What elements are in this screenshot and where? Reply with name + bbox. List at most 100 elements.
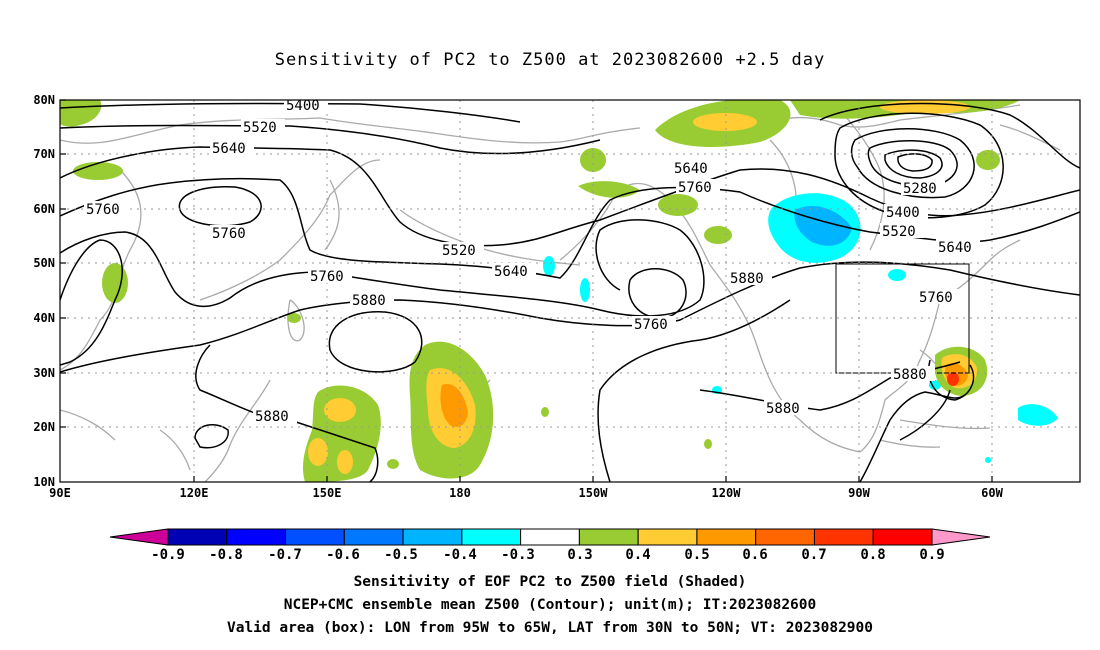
contour-label-5280: 5280 [901, 180, 945, 197]
svg-text:5760: 5760 [919, 290, 953, 306]
colorbar-cell [343, 528, 404, 546]
lon-label-180: 180 [449, 486, 471, 500]
contour-label-5520-c: 5520 [880, 223, 924, 240]
contour-label-5880-e: 5880 [891, 366, 935, 383]
svg-text:5880: 5880 [255, 409, 289, 425]
caption-line-3: Valid area (box): LON from 95W to 65W, L… [226, 620, 873, 636]
lat-label-40n: 40N [33, 311, 55, 325]
svg-text:5760: 5760 [634, 317, 668, 333]
svg-text:5760: 5760 [310, 269, 344, 285]
contour-label-5760-d: 5760 [676, 179, 720, 196]
grid-lines [60, 100, 1080, 482]
colorbar-cell [520, 528, 580, 546]
contour-label-5880-a: 5880 [350, 292, 394, 309]
colorbar-label: -0.8 [209, 547, 243, 563]
svg-text:5640: 5640 [212, 141, 246, 157]
contour-label-5760-e: 5760 [632, 316, 676, 333]
lon-label-120e: 120E [180, 486, 209, 500]
colorbar-cell [755, 528, 815, 546]
svg-text:5760: 5760 [86, 202, 120, 218]
contour-label-5760-b: 5760 [210, 225, 254, 242]
svg-text:5880: 5880 [352, 293, 386, 309]
lon-label-90w: 90W [848, 486, 870, 500]
svg-text:5880: 5880 [893, 367, 927, 383]
lon-label-60w: 60W [981, 486, 1003, 500]
colorbar-label: 0.4 [625, 547, 650, 563]
lat-label-50n: 50N [33, 256, 55, 270]
lat-label-20n: 20N [33, 420, 55, 434]
colorbar-label: -0.6 [326, 547, 360, 563]
colorbar-cell [461, 528, 522, 546]
colorbar: -0.9 -0.8 -0.7 -0.6 -0.5 -0.4 -0.3 0.3 0… [109, 528, 991, 563]
contour-label-5640-c: 5640 [672, 160, 716, 177]
contour-label-5520-a: 5520 [241, 119, 285, 136]
contour-label-5400-a: 5400 [284, 98, 328, 114]
colorbar-cell [578, 528, 639, 546]
lon-label-120w: 120W [712, 486, 742, 500]
svg-text:5400: 5400 [286, 98, 320, 114]
tick-marks [60, 99, 993, 482]
colorbar-cell [226, 528, 287, 546]
contour-label-5520-b: 5520 [440, 242, 484, 259]
colorbar-cell [637, 528, 698, 546]
colorbar-label: 0.9 [919, 547, 944, 563]
contour-label-5640-d: 5640 [936, 239, 980, 256]
svg-text:5640: 5640 [938, 240, 972, 256]
colorbar-cell [402, 528, 463, 546]
colorbar-cell [872, 528, 933, 546]
contour-label-5400-b: 5400 [884, 204, 928, 221]
lon-label-150w: 150W [579, 486, 609, 500]
lat-label-30n: 30N [33, 366, 55, 380]
colorbar-label: -0.7 [268, 547, 302, 563]
lon-label-150e: 150E [313, 486, 342, 500]
colorbar-label: -0.3 [501, 547, 535, 563]
contour-label-5880-d: 5880 [253, 408, 297, 425]
contour-label-5760-f: 5760 [917, 289, 961, 306]
contour-label-5640-a: 5640 [210, 140, 254, 157]
contour-label-5760-a: 5760 [84, 201, 128, 218]
longitude-labels: 90E 120E 150E 180 150W 120W 90W 60W [49, 486, 1003, 500]
colorbar-cells [167, 528, 933, 546]
svg-text:5520: 5520 [243, 120, 277, 136]
svg-text:5880: 5880 [730, 271, 764, 287]
chart-title: Sensitivity of PC2 to Z500 at 2023082600… [274, 50, 826, 70]
svg-text:5520: 5520 [442, 243, 476, 259]
svg-text:5640: 5640 [494, 264, 528, 280]
colorbar-label: -0.4 [443, 547, 477, 563]
plot-frame [59, 99, 1081, 483]
contour-label-5880-c: 5880 [764, 400, 808, 417]
svg-text:5640: 5640 [674, 161, 708, 177]
contour-label-layer: 5400 5520 5640 5760 5760 5520 5640 5760 … [84, 98, 980, 425]
svg-text:5760: 5760 [212, 226, 246, 242]
lat-label-10n: 10N [33, 475, 55, 489]
svg-text:5520: 5520 [882, 224, 916, 240]
colorbar-labels: -0.9 -0.8 -0.7 -0.6 -0.5 -0.4 -0.3 0.3 0… [151, 547, 945, 563]
coastlines [60, 100, 1061, 482]
svg-text:5760: 5760 [678, 180, 712, 196]
contour-label-5880-b: 5880 [728, 270, 772, 287]
lat-label-70n: 70N [33, 147, 55, 161]
colorbar-label: 0.8 [860, 547, 885, 563]
colorbar-label: -0.9 [151, 547, 185, 563]
colorbar-cell [813, 528, 874, 546]
colorbar-cell [167, 528, 228, 546]
contour-label-5640-b: 5640 [492, 263, 536, 280]
latitude-labels: 80N 70N 60N 50N 40N 30N 20N 10N [33, 93, 55, 489]
colorbar-label: 0.7 [801, 547, 826, 563]
svg-text:5280: 5280 [903, 181, 937, 197]
caption-line-2: NCEP+CMC ensemble mean Z500 (Contour); u… [283, 597, 817, 613]
svg-text:5880: 5880 [766, 401, 800, 417]
colorbar-right-arrow [931, 528, 991, 546]
lat-label-80n: 80N [33, 93, 55, 107]
colorbar-label: 0.6 [742, 547, 767, 563]
colorbar-cell [285, 528, 345, 546]
colorbar-label: 0.3 [567, 547, 592, 563]
contour-label-5760-c: 5760 [308, 268, 352, 285]
colorbar-label: 0.5 [684, 547, 709, 563]
lon-label-90e: 90E [49, 486, 71, 500]
svg-text:5400: 5400 [886, 205, 920, 221]
colorbar-cell [696, 528, 757, 546]
sensitivity-shading [60, 100, 1058, 482]
caption-line-1: Sensitivity of EOF PC2 to Z500 field (Sh… [353, 574, 747, 590]
